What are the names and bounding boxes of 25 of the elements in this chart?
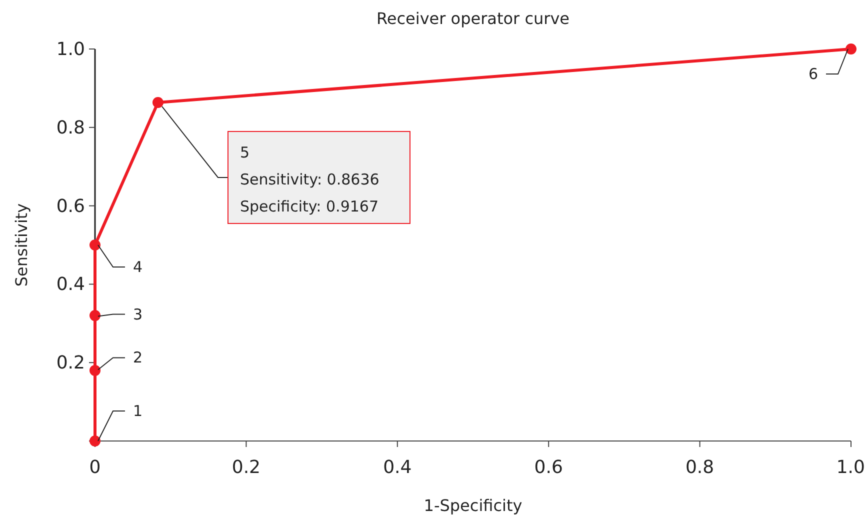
- y-tick-label: 0.8: [56, 117, 85, 138]
- point: [90, 310, 100, 322]
- annotation: 1: [133, 402, 143, 420]
- x-tick-label: 0.2: [232, 457, 261, 478]
- annotation: 6: [808, 65, 818, 83]
- x-tick-label: 0.8: [685, 457, 714, 478]
- point: [846, 44, 856, 54]
- y-axis-title: Sensitivity: [12, 203, 31, 287]
- x-tick-label: 0.4: [383, 457, 412, 478]
- y-tick-label: 0.4: [56, 274, 85, 296]
- annotation: 5 Sensitivity: 0.8636 Specificity: 0.9167: [240, 143, 380, 216]
- chart-title: Receiver operator curve: [376, 9, 570, 28]
- x-axis-title: 1-Specificity: [424, 496, 522, 515]
- x-tick-label: 0.6: [534, 457, 563, 478]
- annotation: 3: [133, 305, 143, 324]
- point: [90, 364, 100, 376]
- annotation: 2: [133, 348, 143, 367]
- point: [90, 240, 100, 250]
- x-tick-label: 1.0: [836, 457, 865, 478]
- x-tick-label: 0: [89, 457, 101, 478]
- y-tick-label: 0.2: [56, 352, 85, 374]
- point: [152, 96, 164, 108]
- annotation: 4: [133, 258, 143, 276]
- y-tick-label: 0.6: [56, 196, 85, 217]
- y-tick-label: 1.0: [56, 39, 85, 60]
